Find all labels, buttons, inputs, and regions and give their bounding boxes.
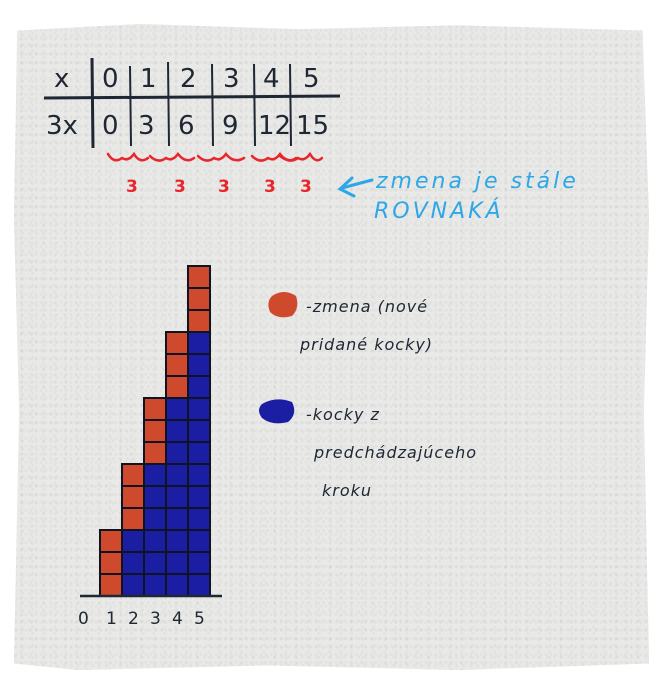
previous-cube bbox=[143, 463, 167, 487]
table-3x-value: 3 bbox=[138, 111, 155, 141]
table-3x-value: 12 bbox=[258, 111, 291, 141]
previous-cube bbox=[187, 353, 211, 377]
table-x-value: 2 bbox=[180, 64, 197, 94]
table-x-value: 0 bbox=[102, 64, 119, 94]
table-x-value: 1 bbox=[140, 64, 157, 94]
previous-cube bbox=[187, 419, 211, 443]
new-cube bbox=[187, 287, 211, 311]
previous-cube bbox=[187, 573, 211, 597]
cube-chart bbox=[99, 265, 211, 597]
legend-red-swatch bbox=[268, 292, 298, 318]
previous-cube bbox=[121, 529, 145, 553]
table-3x-value: 6 bbox=[178, 111, 195, 141]
legend-red-line-1: -zmena (nové bbox=[306, 297, 428, 316]
previous-cube bbox=[165, 485, 189, 509]
value-table: x 0 1 2 3 4 5 3x 0 3 6 9 12 15 bbox=[43, 57, 341, 149]
table-x-value: 3 bbox=[223, 64, 240, 94]
previous-cube bbox=[165, 551, 189, 575]
new-cube bbox=[165, 353, 189, 377]
new-cube bbox=[187, 265, 211, 289]
new-cube bbox=[99, 529, 123, 553]
table-column-divider bbox=[289, 63, 292, 147]
previous-cube bbox=[165, 507, 189, 531]
previous-cube bbox=[143, 551, 167, 575]
legend-blue-swatch bbox=[259, 399, 295, 424]
axis-tick-label: 1 bbox=[106, 609, 117, 629]
axis-tick-label: 5 bbox=[194, 609, 205, 629]
axis-tick-label: 0 bbox=[78, 609, 89, 629]
previous-cube bbox=[165, 573, 189, 597]
previous-cube bbox=[187, 331, 211, 355]
new-cube bbox=[121, 485, 145, 509]
brace-1 bbox=[106, 151, 150, 162]
previous-cube bbox=[143, 529, 167, 553]
table-3x-value: 0 bbox=[102, 111, 119, 141]
previous-cube bbox=[187, 551, 211, 575]
new-cube bbox=[187, 309, 211, 333]
previous-cube bbox=[165, 529, 189, 553]
new-cube bbox=[143, 441, 167, 465]
difference-value: 3 bbox=[218, 177, 230, 197]
new-cube bbox=[121, 507, 145, 531]
previous-cube bbox=[165, 419, 189, 443]
previous-cube bbox=[187, 441, 211, 465]
table-vertical-line bbox=[90, 57, 95, 149]
legend-blue-line-3: kroku bbox=[322, 481, 372, 500]
legend-blue-line-2: predchádzajúceho bbox=[313, 443, 477, 462]
arrow-icon bbox=[337, 176, 374, 198]
table-x-value: 5 bbox=[303, 64, 320, 94]
table-column-divider bbox=[167, 61, 170, 147]
previous-cube bbox=[165, 463, 189, 487]
brace-3 bbox=[196, 151, 246, 162]
legend-red-line-2: pridané kocky) bbox=[299, 335, 433, 354]
difference-value: 3 bbox=[300, 177, 312, 197]
new-cube bbox=[121, 463, 145, 487]
table-header-x: x bbox=[54, 64, 69, 94]
axis-tick-label: 2 bbox=[128, 609, 139, 629]
previous-cube bbox=[187, 397, 211, 421]
previous-cube bbox=[187, 463, 211, 487]
new-cube bbox=[143, 419, 167, 443]
previous-cube bbox=[187, 529, 211, 553]
table-x-value: 4 bbox=[263, 64, 280, 94]
previous-cube bbox=[187, 485, 211, 509]
legend: -zmena (nové pridané kocky) -kocky z pre… bbox=[259, 292, 477, 500]
difference-braces bbox=[106, 151, 324, 162]
previous-cube bbox=[143, 573, 167, 597]
difference-value: 3 bbox=[264, 177, 276, 197]
previous-cube bbox=[165, 441, 189, 465]
previous-cube bbox=[121, 551, 145, 575]
note-line-1: zmena je stále bbox=[375, 169, 579, 194]
table-column-divider bbox=[129, 65, 132, 147]
axis-tick-label: 4 bbox=[172, 609, 183, 629]
table-column-divider bbox=[211, 63, 214, 147]
new-cube bbox=[99, 573, 123, 597]
brace-2 bbox=[148, 151, 196, 162]
table-column-divider bbox=[253, 63, 256, 147]
previous-cube bbox=[187, 375, 211, 399]
new-cube bbox=[143, 397, 167, 421]
difference-value: 3 bbox=[174, 177, 186, 197]
legend-blue-line-1: -kocky z bbox=[306, 405, 380, 424]
difference-value: 3 bbox=[126, 177, 138, 197]
new-cube bbox=[99, 551, 123, 575]
table-3x-value: 15 bbox=[296, 111, 329, 141]
note-line-2: ROVNAKÁ bbox=[374, 198, 504, 224]
axis-tick-label: 3 bbox=[150, 609, 161, 629]
brace-5 bbox=[278, 151, 324, 162]
table-horizontal-line bbox=[43, 94, 341, 100]
previous-cube bbox=[143, 507, 167, 531]
previous-cube bbox=[121, 573, 145, 597]
table-3x-value: 9 bbox=[222, 111, 239, 141]
new-cube bbox=[165, 331, 189, 355]
previous-cube bbox=[187, 507, 211, 531]
previous-cube bbox=[143, 485, 167, 509]
previous-cube bbox=[165, 397, 189, 421]
table-row-label-3x: 3x bbox=[46, 111, 78, 141]
new-cube bbox=[165, 375, 189, 399]
